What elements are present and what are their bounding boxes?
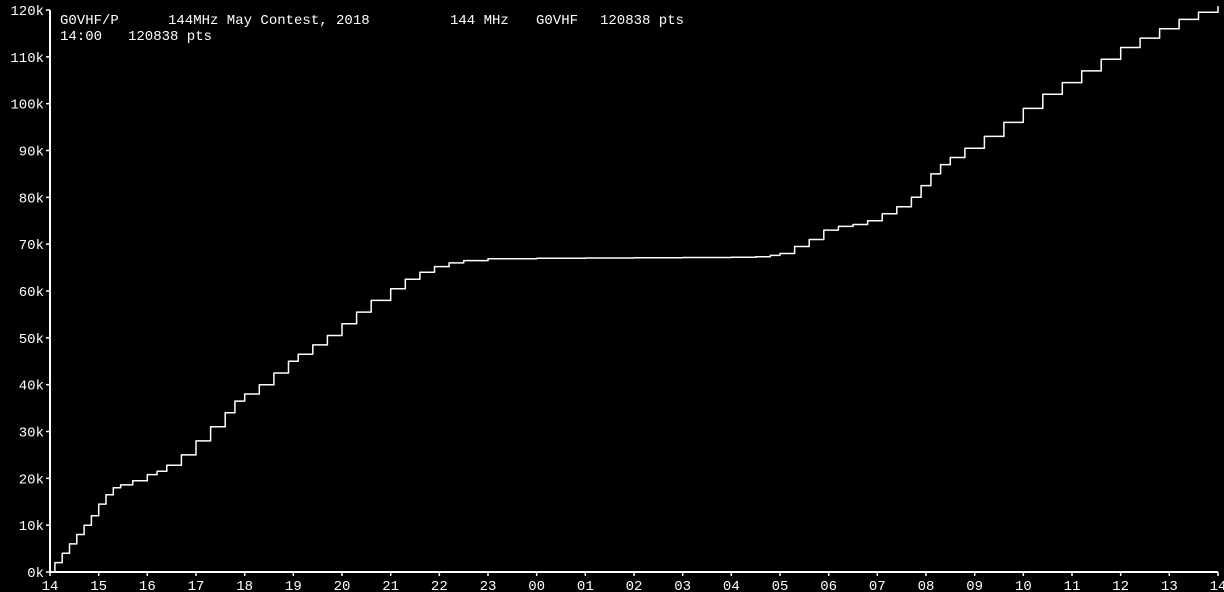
x-tick-label: 11	[1064, 579, 1081, 592]
y-tick-label: 120k	[10, 4, 44, 20]
x-tick-label: 03	[674, 579, 691, 592]
x-tick-label: 14	[1210, 579, 1224, 592]
x-tick-label: 20	[334, 579, 351, 592]
x-tick-label: 18	[236, 579, 253, 592]
x-tick-label: 23	[480, 579, 497, 592]
x-tick-label: 01	[577, 579, 594, 592]
chart-svg: 0k10k20k30k40k50k60k70k80k90k100k110k120…	[0, 0, 1224, 592]
points-vs-time-chart: 0k10k20k30k40k50k60k70k80k90k100k110k120…	[0, 0, 1224, 592]
y-tick-label: 50k	[19, 332, 44, 348]
x-tick-label: 17	[188, 579, 205, 592]
x-tick-label: 14	[42, 579, 59, 592]
x-tick-label: 19	[285, 579, 302, 592]
header-part: G0VHF	[536, 13, 578, 29]
y-tick-label: 20k	[19, 472, 44, 488]
header-part: 144 MHz	[450, 13, 509, 29]
x-tick-label: 00	[528, 579, 545, 592]
y-tick-label: 100k	[10, 98, 44, 114]
y-tick-label: 30k	[19, 426, 44, 442]
x-tick-label: 06	[820, 579, 837, 592]
header-part: 120838 pts	[128, 29, 212, 45]
x-tick-label: 05	[772, 579, 789, 592]
x-tick-label: 16	[139, 579, 156, 592]
y-tick-label: 40k	[19, 379, 44, 395]
x-tick-label: 07	[869, 579, 886, 592]
header-line-2: 14:00 120838 pts	[60, 29, 212, 45]
y-tick-label: 90k	[19, 145, 44, 161]
chart-background	[0, 0, 1224, 592]
y-tick-label: 110k	[10, 51, 44, 67]
x-tick-label: 04	[723, 579, 740, 592]
y-tick-label: 10k	[19, 519, 44, 535]
header-part: G0VHF/P	[60, 13, 119, 29]
x-tick-label: 21	[382, 579, 399, 592]
header-part: 120838 pts	[600, 13, 684, 29]
header-part: 144MHz May Contest, 2018	[168, 13, 370, 29]
x-tick-label: 09	[966, 579, 983, 592]
header-part: 14:00	[60, 29, 102, 45]
x-tick-label: 12	[1112, 579, 1129, 592]
x-tick-label: 08	[918, 579, 935, 592]
x-tick-label: 10	[1015, 579, 1032, 592]
y-tick-label: 70k	[19, 238, 44, 254]
y-tick-label: 80k	[19, 191, 44, 207]
x-tick-label: 15	[90, 579, 107, 592]
x-tick-label: 22	[431, 579, 448, 592]
x-tick-label: 13	[1161, 579, 1178, 592]
y-tick-label: 60k	[19, 285, 44, 301]
x-tick-label: 02	[626, 579, 643, 592]
